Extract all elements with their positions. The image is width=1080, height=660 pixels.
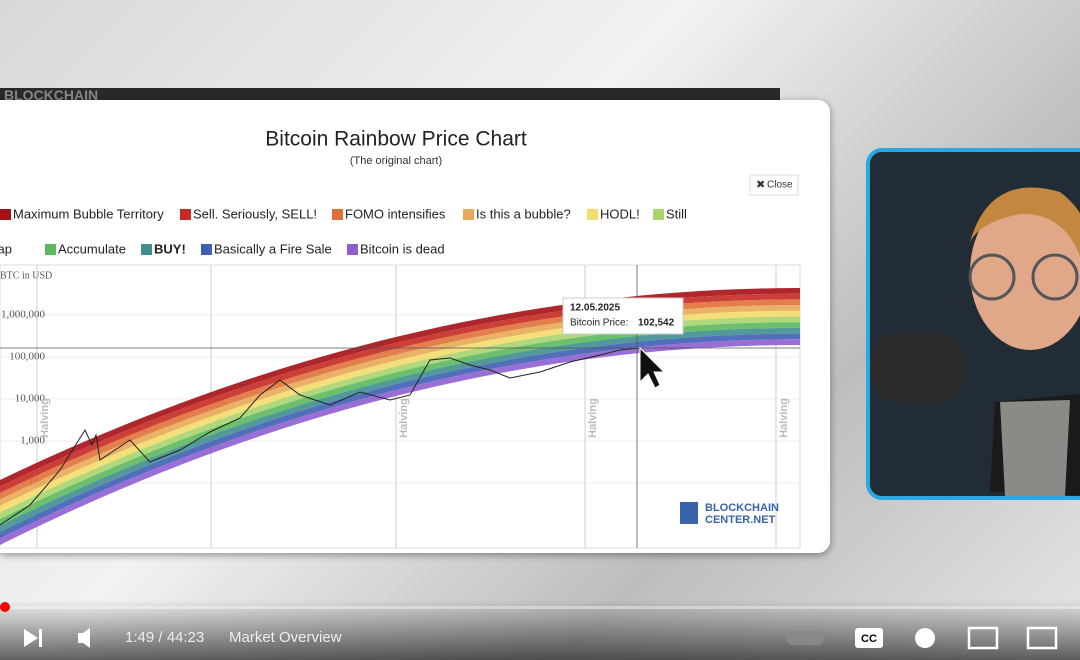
progress-handle[interactable] [0, 602, 10, 612]
legend-swatch [0, 209, 11, 220]
y-label: 1,000 [20, 435, 45, 447]
cursor [639, 346, 666, 389]
controls: 1:49 / 44:23 Market Overview CC [24, 626, 1058, 650]
theater-button[interactable] [1026, 626, 1058, 650]
legend-swatch [653, 209, 664, 220]
close-label: Close [767, 180, 793, 191]
legend-label: Basically a Fire Sale [214, 241, 332, 256]
tooltip-value: 102,542 [638, 318, 675, 329]
video-top-strip: BLOCKCHAIN [0, 87, 780, 103]
cc-button[interactable] [855, 628, 883, 648]
tooltip-label: Bitcoin Price: [570, 318, 628, 329]
y-label: 10,000 [15, 393, 46, 405]
watermark: CENTER.NET [705, 514, 776, 526]
volume-button[interactable] [78, 628, 90, 648]
legend-swatch [587, 209, 598, 220]
tooltip-date: 12.05.2025 [570, 303, 620, 314]
legend-swatch [463, 209, 474, 220]
player-bar: 1:49 / 44:23 Market Overview CC [0, 600, 1080, 660]
halving-label: Halving [587, 398, 599, 438]
y-axis-title: BTC in USD [0, 270, 52, 281]
legend-swatch [332, 209, 343, 220]
halving-label: Halving [778, 398, 790, 438]
chart-card: Bitcoin Rainbow Price Chart (The origina… [0, 100, 830, 553]
progress-track[interactable] [0, 606, 1080, 609]
legend-label: Maximum Bubble Territory [13, 206, 164, 221]
legend-label: Accumulate [58, 241, 126, 256]
chart-svg: Bitcoin Rainbow Price Chart (The origina… [0, 128, 801, 549]
chart-title: Bitcoin Rainbow Price Chart [265, 128, 527, 151]
legend-label: FOMO intensifies [345, 206, 446, 221]
webcam [866, 148, 1080, 500]
legend-label: heap [0, 241, 12, 256]
tooltip [562, 297, 684, 335]
y-label: 1,000,000 [1, 309, 46, 321]
legend-swatch [180, 209, 191, 220]
autoplay-toggle[interactable] [786, 631, 824, 645]
chapter[interactable]: Market Overview [229, 629, 342, 646]
cc-label: CC [861, 633, 877, 645]
legend-label: HODL! [600, 206, 640, 221]
watermark: BLOCKCHAIN [705, 502, 779, 514]
legend-swatch [45, 244, 56, 255]
legend-swatch [347, 244, 358, 255]
legend-label: Is this a bubble? [476, 206, 571, 221]
header-text: BLOCKCHAIN [4, 87, 99, 103]
legend-label: Bitcoin is dead [360, 241, 445, 256]
legend-swatch [141, 244, 152, 255]
settings-button[interactable] [915, 628, 935, 648]
legend-label: BUY! [154, 241, 186, 256]
miniplayer-button[interactable] [967, 626, 999, 650]
webcam-figure [870, 152, 1080, 496]
legend-label: Still [666, 206, 687, 221]
price-line [0, 347, 641, 526]
watermark-logo [680, 502, 698, 524]
y-label: 100,000 [9, 351, 45, 363]
next-button[interactable] [24, 629, 42, 647]
legend-label: Sell. Seriously, SELL! [193, 206, 317, 221]
halving-label: Halving [39, 398, 51, 438]
close-x: ✖ [756, 179, 765, 191]
legend-swatch [201, 244, 212, 255]
time: 1:49 / 44:23 [125, 629, 204, 646]
chart-subtitle: (The original chart) [350, 155, 442, 167]
halving-label: Halving [398, 398, 410, 438]
close-button[interactable] [749, 174, 799, 196]
